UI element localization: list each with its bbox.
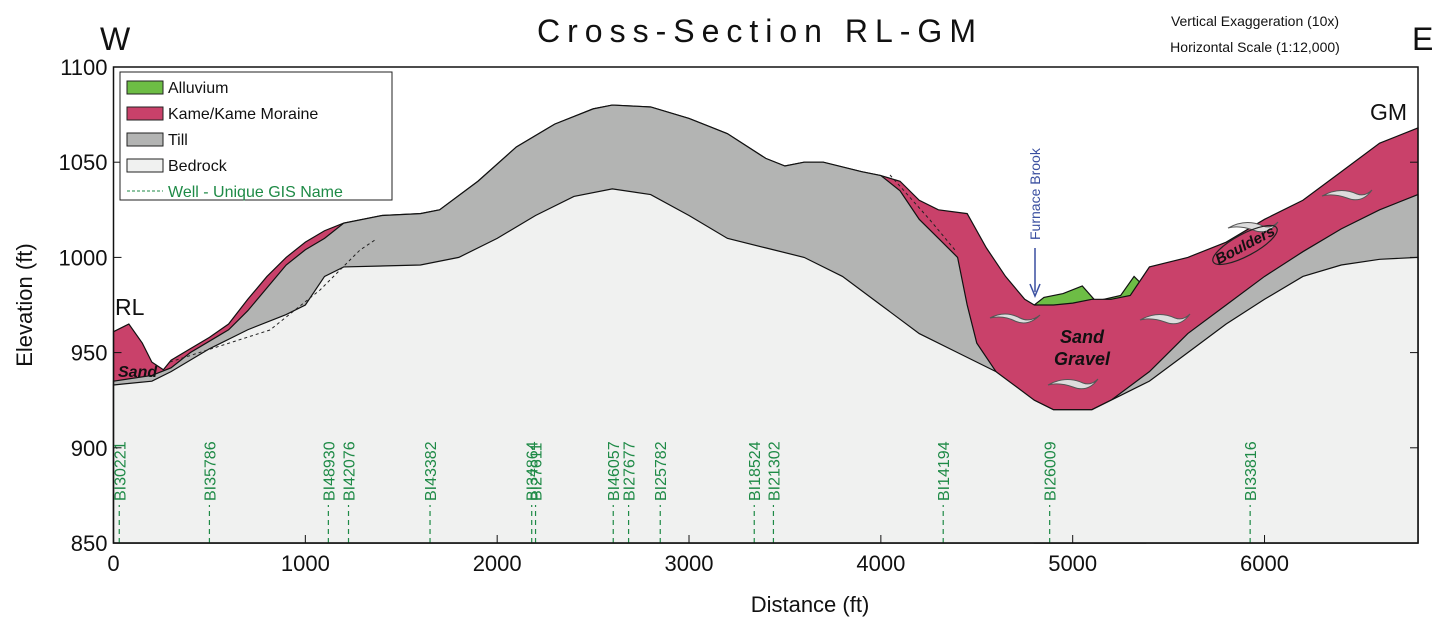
well-label: BI34864 (525, 441, 542, 501)
legend-swatch (126, 158, 164, 173)
gravel-lens (1321, 189, 1373, 201)
well-label: BI18524 (747, 441, 764, 501)
well-label: BI26009 (1043, 441, 1060, 501)
gravel-lens (1047, 378, 1099, 390)
note: Vertical Exaggeration (10x) (1171, 13, 1339, 29)
legend-swatch (126, 80, 164, 95)
x-tick-label: 1000 (281, 551, 330, 576)
y-tick-label: 950 (71, 341, 108, 366)
decorations (170, 0, 1437, 390)
y-tick-label: 850 (71, 531, 108, 556)
endpoint-label: RL (115, 294, 145, 320)
note: Horizontal Scale (1:12,000) (1170, 39, 1340, 55)
y-axis-label: Elevation (ft) (12, 243, 37, 367)
legend: Alluvium Kame/Kame Moraine Till Bedrock Well… (119, 71, 393, 201)
legend-box (119, 71, 393, 201)
y-tick-label: 900 (71, 436, 108, 461)
unit-label: Sand (118, 364, 158, 381)
x-tick-label: 3000 (665, 551, 714, 576)
well-label: BI48930 (321, 441, 338, 501)
well-label: BI35786 (202, 441, 219, 501)
x-tick-label: 0 (107, 551, 119, 576)
y-tick-label: 1100 (60, 55, 107, 80)
legend-swatch (126, 132, 164, 147)
gravel-lens (1227, 221, 1279, 233)
unit-label: Sand (1060, 327, 1105, 347)
x-axis-label: Distance (ft) (751, 592, 870, 617)
well-label: BI43382 (423, 441, 440, 501)
x-tick-label: 2000 (473, 551, 522, 576)
x-tick-label: 6000 (1240, 551, 1289, 576)
layers: BI30221 BI35786 BI48930 BI42076 BI43382 BI348… (112, 104, 1419, 544)
well-label: BI30221 (112, 441, 129, 501)
legend-label: Till (168, 132, 188, 149)
axes: 0 1000 2000 3000 4000 5000 6000 850 900 950 1000 10… (59, 55, 1419, 576)
layer-area (112, 188, 1419, 544)
endpoint-label: GM (1370, 99, 1407, 125)
legend-label: Bedrock (168, 158, 228, 175)
contact-line (889, 174, 956, 251)
legend-swatch (126, 106, 164, 121)
well-label: BI33816 (1243, 441, 1260, 501)
plot-frame (112, 66, 1419, 544)
chart-title: Cross-Section RL-GM (537, 13, 983, 49)
well-label: BI25782 (653, 441, 670, 501)
unit-label: Gravel (1054, 349, 1111, 369)
legend-label: Kame/Kame Moraine (168, 106, 318, 123)
brook-label: Furnace Brook (1027, 147, 1043, 240)
well-label: BI46057 (606, 441, 623, 501)
legend-label: Well - Unique GIS Name (168, 184, 343, 201)
legend-label: Alluvium (168, 80, 228, 97)
brook-arrow (1029, 248, 1041, 298)
direction-label: E (1412, 21, 1433, 57)
well-label: BI27611 (529, 442, 546, 501)
well-label: BI21302 (766, 441, 783, 501)
y-tick-label: 1000 (59, 245, 108, 270)
well-label: BI14194 (936, 441, 953, 501)
y-tick-label: 1050 (59, 150, 108, 175)
gravel-lens (989, 313, 1041, 324)
direction-label: W (100, 21, 131, 57)
gravel-lens (1139, 313, 1191, 325)
well-label: BI42076 (342, 441, 359, 501)
boulders-outline (1212, 224, 1278, 266)
x-tick-label: 4000 (856, 551, 905, 576)
x-tick-label: 5000 (1048, 551, 1097, 576)
well-label: BI27677 (622, 441, 639, 501)
